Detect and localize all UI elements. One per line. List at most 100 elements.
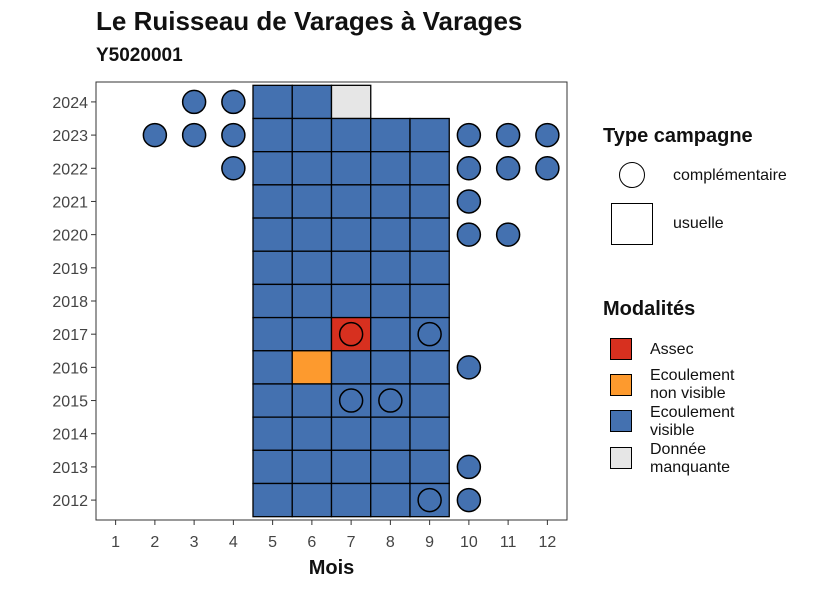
point-2022-11	[495, 156, 521, 181]
legend-usuelle-symbol	[611, 203, 653, 245]
tile-2022-5	[252, 151, 293, 186]
x-tick-label-9: 9	[425, 534, 434, 551]
y-tick-label-2019: 2019	[52, 261, 88, 278]
tile-2024-5	[252, 84, 293, 120]
y-tick-label-2020: 2020	[52, 228, 88, 245]
tile-2022-9	[409, 151, 450, 186]
tile-2013-9	[409, 449, 450, 485]
y-tick-label-2016: 2016	[52, 360, 88, 377]
tile-2018-9	[409, 283, 450, 319]
tile-2013-8	[370, 449, 411, 485]
tile-2021-8	[370, 184, 411, 219]
tile-2018-7	[330, 283, 372, 319]
legend-ecoulement-visible-line1: Ecoulement	[650, 404, 735, 421]
legend-donnee-manquante-label: Donnée manquante	[650, 441, 730, 477]
y-tick-label-2014: 2014	[52, 427, 88, 444]
tile-2018-5	[252, 283, 293, 319]
point-2024-3	[181, 89, 207, 115]
point-2022-4	[221, 156, 246, 181]
tile-2012-5	[252, 482, 293, 518]
tile-2022-6	[291, 151, 333, 186]
tile-2023-5	[252, 117, 293, 153]
tile-2014-8	[370, 416, 411, 451]
tile-2015-9	[409, 383, 450, 418]
tile-2019-6	[291, 250, 333, 286]
y-tick-label-2024: 2024	[52, 95, 88, 112]
tile-2024-7	[330, 84, 372, 120]
tile-2021-5	[252, 184, 293, 219]
point-2022-10	[456, 156, 482, 181]
x-axis-label: Mois	[309, 557, 355, 579]
x-tick-label-5: 5	[268, 534, 277, 551]
y-tick-label-2017: 2017	[52, 327, 88, 344]
tile-2014-6	[291, 416, 333, 451]
tile-2012-8	[370, 482, 411, 518]
legend-ecoulement-visible-line2: visible	[650, 422, 695, 439]
tile-2014-9	[409, 416, 450, 451]
point-2015-7	[338, 388, 364, 413]
y-tick-label-2018: 2018	[52, 294, 88, 311]
point-2023-2	[142, 122, 168, 148]
tile-2021-9	[409, 184, 450, 219]
tile-2014-7	[330, 416, 372, 451]
tile-2024-6	[291, 84, 333, 120]
tile-2015-5	[252, 383, 293, 418]
point-2024-4	[221, 89, 246, 115]
point-2023-4	[221, 122, 246, 148]
point-2016-10	[456, 355, 482, 380]
tile-2019-9	[409, 250, 450, 286]
x-tick-label-10: 10	[460, 534, 478, 551]
tile-2023-9	[409, 117, 450, 153]
x-tick-label-3: 3	[190, 534, 199, 551]
tile-2014-5	[252, 416, 293, 451]
tile-2012-6	[291, 482, 333, 518]
x-tick-label-4: 4	[229, 534, 238, 551]
point-2023-3	[181, 122, 207, 148]
point-2020-11	[495, 222, 521, 247]
tile-2019-8	[370, 250, 411, 286]
x-tick-label-7: 7	[347, 534, 356, 551]
tile-2016-5	[252, 350, 293, 385]
legend-complementaire-label: complémentaire	[673, 167, 787, 184]
point-2013-10	[456, 454, 482, 480]
x-tick-label-6: 6	[307, 534, 316, 551]
tile-2021-6	[291, 184, 333, 219]
point-2017-9	[417, 321, 442, 347]
tile-2017-6	[291, 316, 333, 352]
point-2015-8	[378, 388, 403, 413]
tile-2021-7	[330, 184, 372, 219]
tile-2017-8	[370, 316, 411, 352]
tile-2015-6	[291, 383, 333, 418]
y-tick-label-2021: 2021	[52, 194, 88, 211]
tile-2022-8	[370, 151, 411, 186]
x-tick-label-11: 11	[500, 534, 517, 551]
legend-ecoulement-non-visible-line1: Ecoulement	[650, 367, 735, 384]
point-2023-10	[456, 122, 482, 148]
y-tick-label-2023: 2023	[52, 128, 88, 145]
tile-2020-6	[291, 217, 333, 252]
tile-2020-5	[252, 217, 293, 252]
legend-donnee-manquante-line1: Donnée	[650, 441, 707, 458]
point-2023-11	[495, 122, 521, 148]
tile-2016-8	[370, 350, 411, 385]
y-tick-label-2013: 2013	[52, 460, 88, 477]
legend-assec-label: Assec	[650, 341, 694, 358]
chart-subtitle: Y5020001	[96, 45, 183, 66]
tile-2023-7	[330, 117, 372, 153]
tile-2020-7	[330, 217, 372, 252]
tile-2016-6	[291, 350, 333, 385]
tile-2018-8	[370, 283, 411, 319]
legend-ecoulement-non-visible-label: Ecoulement non visible	[650, 367, 735, 403]
chart-title: Le Ruisseau de Varages à Varages	[96, 6, 523, 36]
tile-2019-5	[252, 250, 293, 286]
tile-2019-7	[330, 250, 372, 286]
tile-2013-7	[330, 449, 372, 485]
tile-2023-8	[370, 117, 411, 153]
tile-2018-6	[291, 283, 333, 319]
legend-ecoulement-non-visible-line2: non visible	[650, 385, 726, 402]
legend-ecoulement-non-visible-swatch	[610, 374, 632, 396]
tile-2013-6	[291, 449, 333, 485]
point-2022-12	[535, 156, 560, 181]
tile-2023-6	[291, 117, 333, 153]
point-2012-10	[456, 487, 482, 513]
